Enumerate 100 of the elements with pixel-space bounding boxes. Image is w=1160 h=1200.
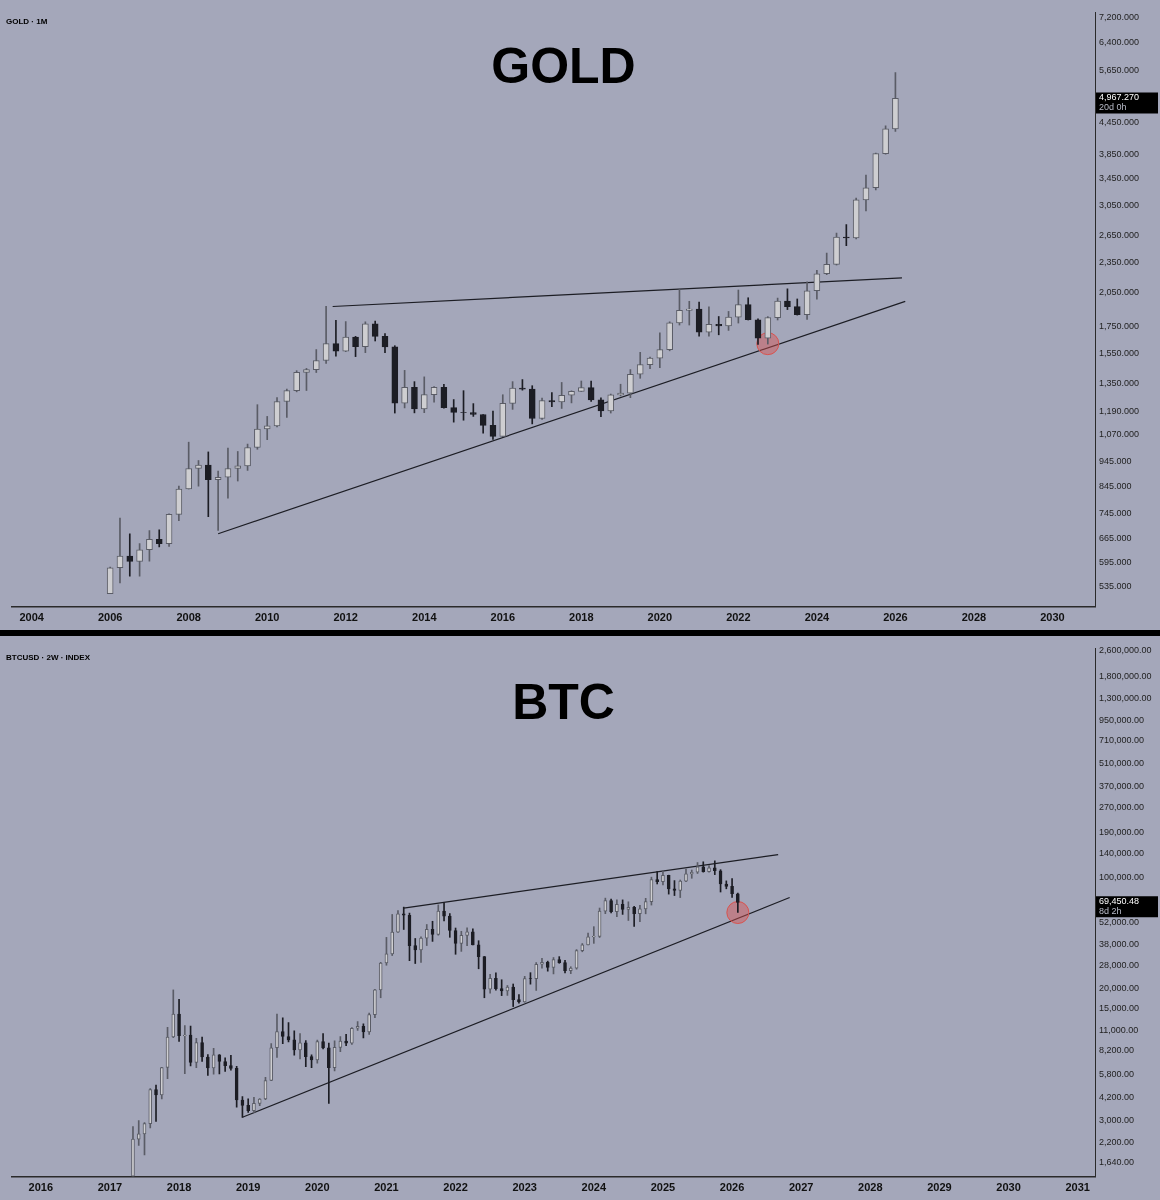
y-tick-label: 1,800,000.00 [1099, 670, 1152, 681]
text: 4,967.270 [1099, 91, 1140, 102]
y-tick-label: 6,400.000 [1099, 37, 1140, 48]
candlestick [292, 1030, 297, 1056]
y-tick-label: 38,000.00 [1099, 938, 1140, 949]
text: 8d 2h [1099, 905, 1122, 916]
candlestick [517, 994, 521, 1004]
x-tick-label: 2026 [883, 611, 908, 624]
x-tick-label: 2012 [333, 611, 358, 624]
x-tick-label: 2006 [97, 611, 123, 624]
x-tick-label: 2030 [1040, 611, 1065, 624]
text: 20d 0h [1099, 101, 1127, 112]
candlestick [701, 861, 706, 873]
candlestick [332, 319, 340, 357]
y-tick-label: 950,000.00 [1099, 715, 1145, 726]
candlestick [707, 865, 711, 873]
candlestick [298, 1033, 302, 1060]
candlestick [615, 899, 619, 917]
candlestick [126, 533, 134, 577]
candlestick [511, 983, 516, 1007]
y-tick-label: 8,200.00 [1099, 1045, 1135, 1056]
candlestick [424, 924, 429, 946]
candlestick [655, 871, 660, 885]
candlestick [204, 451, 212, 518]
y-tick-label: 710,000.00 [1099, 735, 1145, 746]
y-tick-label: 5,650.000 [1099, 64, 1140, 75]
x-tick-label: 2018 [166, 1181, 192, 1194]
x-tick-label: 2028 [858, 1181, 883, 1194]
y-tick-label: 2,050.000 [1099, 286, 1140, 297]
y-tick-label: 1,350.000 [1099, 378, 1140, 389]
candlestick [280, 1017, 285, 1044]
candlestick [494, 972, 498, 991]
y-tick-label: 15,000.00 [1099, 1003, 1140, 1014]
candlestick [413, 938, 418, 964]
x-tick-label: 2024 [804, 611, 830, 624]
y-tick-label: 2,650.000 [1099, 230, 1140, 241]
y-tick-label: 140,000.00 [1099, 848, 1145, 859]
candlestick [626, 901, 631, 921]
candlestick [350, 1027, 354, 1045]
candlestick [419, 936, 423, 963]
candlestick [586, 932, 590, 946]
candlestick [131, 1126, 135, 1177]
candlestick [685, 300, 693, 326]
candlestick [609, 898, 613, 914]
candlestick [275, 1013, 279, 1058]
x-tick-label: 2004 [19, 611, 45, 624]
y-tick-label: 845.000 [1099, 480, 1132, 491]
x-tick-label: 2022 [726, 611, 751, 624]
y-tick-label: 745.000 [1099, 508, 1132, 519]
candlestick [568, 966, 573, 974]
y-tick-label: 1,070.000 [1099, 428, 1140, 439]
x-tick-label: 2030 [996, 1181, 1021, 1194]
y-tick-label: 1,190.000 [1099, 405, 1140, 416]
candlestick [315, 1039, 320, 1064]
text: GOLD · 1M [6, 17, 48, 27]
x-tick-label: 2029 [927, 1181, 952, 1194]
candlestick [471, 928, 475, 946]
y-tick-label: 3,450.000 [1099, 172, 1140, 183]
y-tick-label: 1,750.000 [1099, 321, 1140, 332]
x-tick-label: 2027 [788, 1181, 814, 1194]
candlestick [447, 913, 452, 938]
y-tick-label: 535.000 [1099, 580, 1132, 591]
candlestick [355, 1021, 360, 1031]
candlestick [534, 962, 539, 991]
text: 69,450.48 [1099, 895, 1140, 906]
candlestick [712, 860, 717, 875]
candlestick [154, 1084, 158, 1122]
y-tick-label: 2,200.00 [1099, 1136, 1135, 1147]
candlestick [367, 1012, 371, 1035]
candlestick [159, 1066, 164, 1100]
text: BTC [512, 673, 615, 730]
y-tick-label: 370,000.00 [1099, 780, 1145, 791]
y-tick-label: 270,000.00 [1099, 802, 1145, 813]
y-tick-label: 5,800.00 [1099, 1069, 1135, 1080]
x-tick-label: 2020 [647, 611, 673, 624]
candlestick [303, 1040, 308, 1067]
candlestick [522, 976, 527, 1003]
candlestick [344, 1033, 348, 1047]
candlestick [488, 974, 492, 994]
y-tick-label: 190,000.00 [1099, 826, 1145, 837]
x-tick-label: 2008 [176, 611, 201, 624]
y-tick-label: 3,050.000 [1099, 199, 1140, 210]
x-tick-label: 2019 [235, 1181, 261, 1194]
candlestick [436, 904, 441, 936]
candlestick [200, 1036, 204, 1062]
candlestick [548, 392, 556, 407]
y-tick-label: 945.000 [1099, 456, 1132, 467]
y-tick-label: 665.000 [1099, 533, 1132, 544]
y-tick-label: 28,000.00 [1099, 959, 1140, 970]
candlestick [666, 874, 671, 895]
y-tick-label: 100,000.00 [1099, 871, 1145, 882]
candlestick [373, 988, 377, 1019]
candlestick [246, 1098, 251, 1113]
candlestick [684, 868, 688, 883]
y-tick-label: 20,000.00 [1099, 983, 1140, 994]
candlestick [390, 914, 395, 956]
candlestick [563, 959, 567, 974]
candlestick [206, 1054, 210, 1076]
y-tick-label: 4,450.000 [1099, 116, 1140, 127]
candlestick [672, 880, 677, 896]
